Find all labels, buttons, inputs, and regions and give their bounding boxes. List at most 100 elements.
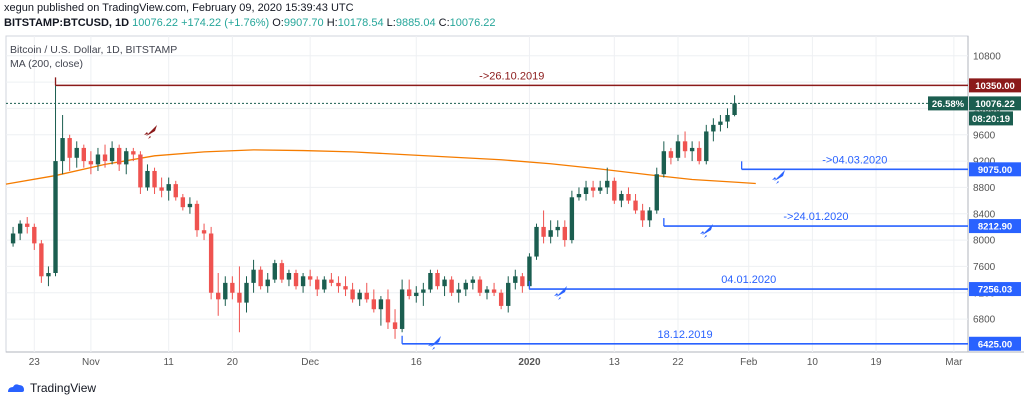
candle-up (251, 269, 256, 283)
candle-down (293, 273, 299, 287)
candle-up (569, 197, 575, 241)
buy-signal-icon (556, 286, 567, 297)
candle-up (732, 103, 737, 115)
candle-down (329, 279, 334, 283)
plot-area (5, 35, 969, 353)
x-tick-label: Dec (301, 357, 319, 368)
x-tick-label: 23 (29, 357, 41, 368)
candle-down (39, 243, 44, 277)
candle-up (124, 151, 129, 165)
candle-down (612, 180, 617, 201)
candle-up (576, 194, 582, 198)
candle-down (343, 286, 348, 290)
candle-up (145, 170, 150, 188)
candle-up (456, 289, 461, 293)
candle-down (32, 226, 37, 244)
candle-up (718, 121, 723, 125)
candle-down (138, 154, 143, 188)
close-value: 10076.22 (449, 17, 496, 29)
candle-up (555, 226, 560, 231)
candle-down (279, 263, 285, 280)
candle-down (237, 292, 242, 303)
candle-down (520, 276, 525, 287)
timer-tag-label: 08:20:19 (972, 114, 1010, 125)
candle-down (682, 141, 688, 152)
candle-up (506, 282, 511, 306)
candle-up (414, 292, 419, 297)
timer-tag (969, 111, 1013, 126)
y-tick-label: 8400 (973, 209, 996, 220)
candle-down (406, 289, 412, 297)
candle-up (428, 273, 433, 290)
candle-up (421, 289, 426, 293)
candle-up (399, 289, 405, 329)
low-value: 9885.04 (395, 17, 436, 29)
low-label: L: (386, 17, 396, 29)
candle-up (647, 210, 652, 221)
y-tick-label: 7600 (973, 262, 996, 273)
price-tag-label: 6425.00 (978, 339, 1012, 350)
price-tag-label: 10350.00 (975, 81, 1015, 92)
publish-line: xegun published on TradingView.com, Febr… (4, 2, 354, 14)
sell-signal-icon-fin (144, 132, 151, 139)
open-label: O: (272, 17, 284, 29)
candle-down (697, 147, 702, 162)
x-tick-label: 16 (411, 357, 423, 368)
candle-up (484, 289, 490, 293)
candle-down (336, 282, 341, 287)
candle-down (307, 276, 313, 280)
candle-down (216, 292, 221, 300)
current-price-tag (969, 96, 1021, 111)
x-tick-label: 11 (163, 357, 174, 368)
y-tick-label: 9200 (973, 157, 996, 168)
candle-up (244, 282, 249, 303)
price-tag (969, 282, 1021, 297)
candle-down (159, 187, 164, 191)
candle-up (286, 273, 292, 280)
candle-down (392, 322, 398, 329)
candle-down (315, 279, 320, 290)
candle-up (272, 263, 277, 280)
y-tick-label: 9600 (973, 130, 996, 141)
symbol-label: BITSTAMP:BTCUSD, 1D (4, 17, 130, 29)
candle-down (194, 203, 200, 231)
candle-up (378, 299, 384, 310)
candle-up (463, 282, 468, 290)
candle-up (675, 141, 681, 158)
candle-down (81, 147, 87, 162)
candle-down (640, 210, 645, 221)
candle-down (201, 230, 207, 234)
tradingview-brand: TradingView (30, 381, 97, 395)
candle-up (583, 187, 589, 194)
candle-down (25, 223, 30, 227)
candle-down (626, 194, 631, 201)
candle-down (116, 147, 122, 165)
candle-down (491, 289, 497, 293)
level-label: ->26.10.2019 (479, 70, 544, 82)
candle-up (46, 273, 51, 277)
candle-up (470, 279, 476, 283)
candle-down (435, 273, 440, 287)
candle-down (633, 200, 638, 211)
candle-up (187, 203, 193, 208)
candle-down (230, 282, 235, 293)
y-tick-label: 8000 (973, 236, 996, 247)
candle-up (166, 184, 171, 191)
price-tag-label: 8212.90 (978, 222, 1012, 233)
candle-down (173, 184, 178, 198)
tradingview-logo[interactable]: TradingView (6, 381, 96, 395)
candle-down (208, 233, 214, 293)
candle-up (661, 151, 667, 175)
candle-up (654, 174, 659, 211)
candle-down (350, 289, 355, 300)
candle-up (597, 187, 603, 191)
level-label: ->04.03.2020 (822, 154, 887, 166)
candle-up (95, 154, 101, 165)
candle-up (513, 276, 518, 283)
legend-ma: MA (200, close) (10, 58, 83, 70)
level-label: 04.01.2020 (721, 274, 776, 286)
x-tick-label: 19 (870, 357, 882, 368)
candle-up (689, 147, 695, 152)
y-tick-label: 6800 (973, 315, 996, 326)
